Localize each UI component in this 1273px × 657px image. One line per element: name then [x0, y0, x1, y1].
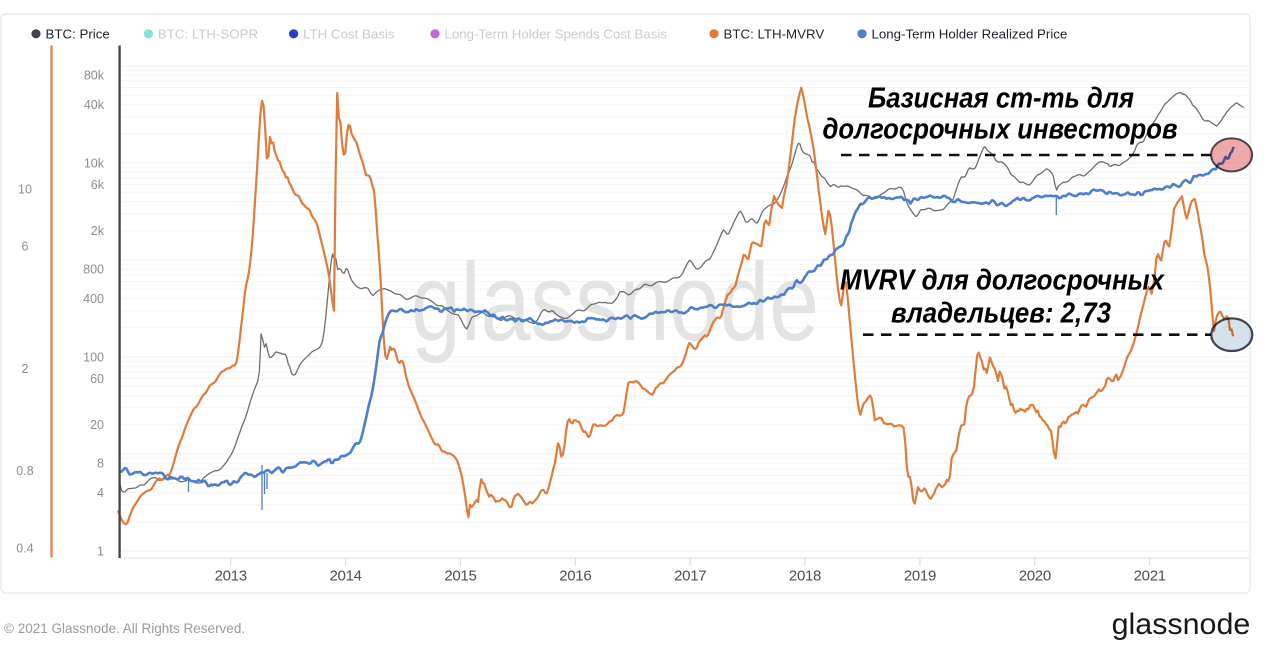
svg-text:Long-Term Holder Realized Pric: Long-Term Holder Realized Price — [872, 26, 1068, 41]
svg-text:Базисная ст-ть для: Базисная ст-ть для — [868, 83, 1134, 115]
svg-text:1: 1 — [97, 544, 104, 558]
svg-text:8: 8 — [97, 457, 104, 471]
svg-text:10k: 10k — [84, 156, 105, 170]
svg-text:2018: 2018 — [789, 568, 821, 585]
svg-text:2020: 2020 — [1019, 568, 1051, 585]
svg-text:2016: 2016 — [559, 568, 591, 585]
svg-text:LTH Cost Basis: LTH Cost Basis — [303, 26, 395, 41]
svg-text:800: 800 — [83, 263, 104, 277]
svg-text:0.8: 0.8 — [16, 464, 33, 478]
svg-text:© 2021 Glassnode. All Rights R: © 2021 Glassnode. All Rights Reserved. — [4, 621, 245, 636]
svg-text:400: 400 — [83, 292, 104, 306]
svg-text:2013: 2013 — [215, 568, 247, 585]
svg-text:BTC: LTH-SOPR: BTC: LTH-SOPR — [158, 26, 258, 41]
svg-text:10: 10 — [18, 183, 32, 197]
svg-text:2019: 2019 — [904, 568, 936, 585]
svg-text:20: 20 — [90, 418, 104, 432]
svg-text:MVRV для долгосрочных: MVRV для долгосрочных — [840, 265, 1166, 297]
svg-text:0.4: 0.4 — [16, 541, 33, 555]
svg-text:6: 6 — [22, 240, 29, 254]
svg-text:долгосрочных инвесторов: долгосрочных инвесторов — [823, 114, 1178, 146]
svg-text:2017: 2017 — [674, 568, 706, 585]
svg-text:2: 2 — [22, 362, 29, 376]
svg-text:2021: 2021 — [1134, 568, 1166, 585]
svg-text:4: 4 — [97, 486, 104, 500]
svg-text:2014: 2014 — [330, 568, 362, 585]
svg-text:glassnode: glassnode — [1112, 608, 1251, 641]
svg-text:40k: 40k — [84, 98, 105, 112]
svg-text:100: 100 — [83, 350, 104, 364]
svg-text:6k: 6k — [91, 178, 105, 192]
svg-text:2015: 2015 — [444, 568, 476, 585]
svg-text:80k: 80k — [84, 69, 105, 83]
svg-text:60: 60 — [90, 372, 104, 386]
svg-text:2k: 2k — [91, 224, 105, 238]
svg-text:BTC: LTH-MVRV: BTC: LTH-MVRV — [724, 26, 825, 41]
svg-text:владельцев: 2,73: владельцев: 2,73 — [891, 297, 1111, 329]
svg-text:Long-Term Holder Spends Cost B: Long-Term Holder Spends Cost Basis — [445, 26, 668, 41]
svg-text:BTC: Price: BTC: Price — [46, 26, 110, 41]
